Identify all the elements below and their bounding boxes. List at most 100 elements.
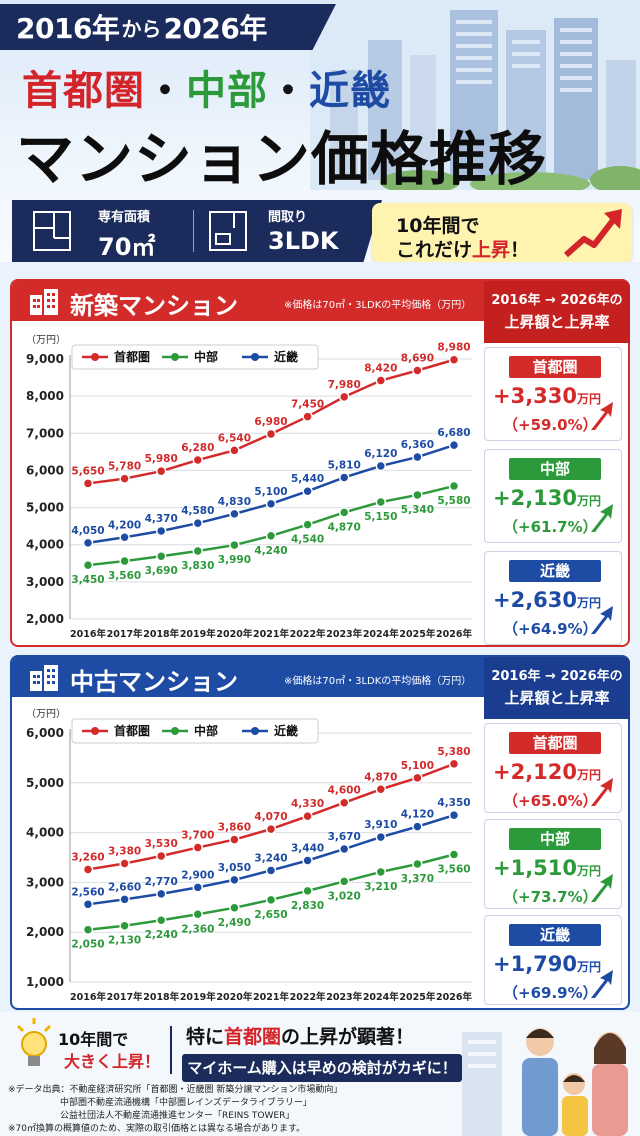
y-axis-label: （万円） [26, 334, 66, 346]
data-point [375, 866, 387, 878]
source-line: 中部圏不動産流通機構「中部圏レインズデータライブラリー」 [60, 1098, 312, 1108]
data-label: 3,210 [364, 881, 397, 893]
legend-box [71, 344, 319, 370]
data-label: 3,830 [181, 560, 214, 572]
legend-box [71, 718, 319, 744]
data-point [412, 858, 423, 870]
legend-marker [91, 353, 99, 361]
x-tick-label: 2019年 [180, 991, 216, 1003]
y-tick-label: 2,000 [26, 612, 64, 626]
new-condo-title: 新築マンション [70, 292, 238, 320]
data-label: 8,690 [401, 353, 434, 365]
data-label: 4,120 [401, 809, 434, 821]
data-point [119, 473, 130, 484]
data-point [155, 888, 167, 900]
data-point [192, 842, 204, 853]
chart-legend: 首都圏 中部 近畿 [71, 718, 319, 744]
region-kinki: 近畿 [309, 68, 391, 114]
data-label: 5,980 [145, 453, 178, 465]
card-rate: （+65.0%） [503, 792, 598, 810]
card-amount: +2,130万円 [493, 486, 602, 510]
used-rise-header: 2016年 → 2026年の 上昇額と上昇率 [484, 657, 630, 719]
data-source-notes: ※データ出典：不動産経済研究所「首都圏・近畿圏 新築分譲マンション市場動向」 中… [8, 1084, 342, 1136]
data-point [338, 876, 350, 887]
used-condo-chart: （万円） 1,000 2,000 3,000 4,000 5,000 6,000 2016年 2… [20, 703, 480, 1008]
card-region-label: 中部 [509, 828, 601, 850]
data-label: 7,450 [291, 399, 324, 411]
y-tick-label: 5,000 [26, 501, 64, 515]
data-point [448, 480, 460, 492]
used-condo-panel: 中古マンション ※価格は70㎡・3LDKの平均価格（万円） 2016年 → 20… [10, 655, 630, 1010]
data-label: 6,280 [181, 442, 214, 454]
data-label: 3,690 [145, 565, 178, 577]
data-label: 3,050 [218, 862, 251, 874]
data-label: 2,770 [145, 876, 178, 888]
source-line: ※データ出典：不動産経済研究所「首都圏・近畿圏 新築分譲マンション市場動向」 [8, 1085, 343, 1095]
data-label: 6,540 [218, 432, 251, 444]
y-tick-label: 6,000 [26, 463, 64, 477]
data-point [338, 507, 350, 518]
y-tick-label: 3,000 [26, 875, 64, 889]
x-tick-label: 2017年 [107, 628, 143, 640]
data-point [82, 478, 94, 489]
y-tick-label: 4,000 [26, 538, 64, 552]
data-label: 4,870 [364, 771, 397, 783]
used-condo-note: ※価格は70㎡・3LDKの平均価格（万円） [284, 676, 472, 687]
y-tick-label: 4,000 [26, 826, 64, 840]
data-point [82, 864, 94, 875]
data-label: 8,420 [364, 363, 397, 375]
data-point [119, 858, 130, 869]
data-point [412, 365, 423, 376]
data-label: 5,780 [108, 461, 141, 473]
data-label: 8,980 [437, 342, 470, 354]
year-to: 2026年 [163, 12, 267, 45]
data-point [448, 354, 460, 365]
data-point [265, 894, 277, 906]
card-rate: （+64.9%） [503, 620, 598, 638]
data-label: 2,830 [291, 900, 324, 912]
y-tick-label: 6,000 [26, 726, 64, 740]
card-region-label: 近畿 [509, 924, 601, 946]
data-point [119, 555, 130, 567]
data-label: 3,560 [108, 570, 141, 582]
legend-label: 中部 [194, 349, 218, 364]
data-point [265, 428, 277, 440]
data-label: 6,680 [437, 427, 470, 439]
chart-legend: 首都圏 中部 近畿 [71, 344, 319, 370]
skyline-illustration [310, 0, 640, 190]
y-tick-label: 9,000 [26, 352, 64, 366]
data-label: 2,360 [181, 923, 214, 935]
spec-bar: 専有面積 70㎡ 間取り 3LDK [12, 200, 382, 262]
arrow-up-blue-icon [591, 606, 613, 634]
y-tick-label: 3,000 [26, 575, 64, 589]
arrow-up-blue-icon [591, 970, 613, 998]
legend-marker [171, 727, 179, 735]
x-tick-label: 2020年 [216, 628, 252, 640]
layout-icon [209, 211, 247, 251]
new-condo-panel: 新築マンション ※価格は70㎡・3LDKの平均価格（万円） 2016年 → 20… [10, 279, 630, 647]
data-point [229, 508, 240, 520]
legend-label: 近畿 [274, 349, 298, 364]
data-label: 7,980 [328, 379, 361, 391]
data-point [265, 498, 277, 510]
data-label: 4,370 [145, 513, 178, 525]
legend-marker [251, 727, 259, 735]
data-label: 3,020 [328, 890, 361, 902]
x-tick-label: 2026年 [436, 628, 472, 640]
data-label: 3,530 [145, 838, 178, 850]
data-point [448, 758, 460, 770]
data-point [192, 545, 204, 557]
card-region-label: 首都圏 [509, 732, 601, 754]
x-tick-label: 2017年 [107, 991, 143, 1003]
new-card-shutoken: 首都圏 +3,330万円 （+59.0%） [484, 347, 622, 441]
new-rise-header: 2016年 → 2026年の 上昇額と上昇率 [484, 281, 630, 343]
data-label: 3,990 [218, 554, 251, 566]
data-label: 3,440 [291, 842, 324, 854]
period-badge: 2016年 から 2026年 [0, 4, 336, 50]
card-rate: （+69.9%） [503, 984, 598, 1002]
data-point [155, 525, 167, 537]
data-label: 4,200 [108, 519, 141, 531]
card-amount: +2,120万円 [493, 760, 602, 784]
data-point [302, 485, 313, 497]
